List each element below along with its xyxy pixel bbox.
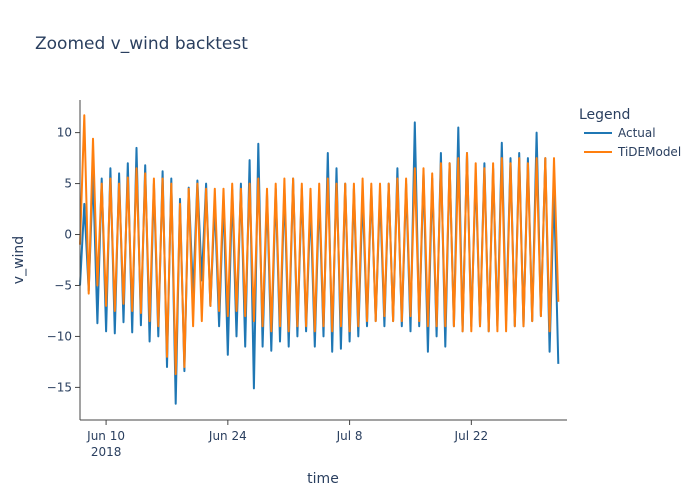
x-axis-ticks: Jun 10 2018 Jun 24 Jul 8 Jul 22 (86, 420, 488, 459)
x-tick-label: Jun 24 (208, 429, 247, 443)
x-axis-title: time (307, 471, 339, 487)
x-tick-label: Jul 8 (336, 429, 363, 443)
y-axis-ticks: 10 5 0 −5 −10 −15 (47, 126, 80, 394)
chart-title: Zoomed v_wind backtest (35, 34, 248, 54)
legend: Legend Actual TiDEModel (579, 107, 681, 159)
y-axis-title: v_wind (11, 236, 27, 284)
x-tick-label: Jun 10 (86, 429, 125, 443)
y-tick-label: −5 (54, 278, 72, 292)
legend-label-actual: Actual (618, 126, 656, 140)
x-tick-year-label: 2018 (91, 445, 122, 459)
x-tick-label: Jul 22 (454, 429, 489, 443)
series-layer (79, 114, 560, 405)
y-tick-label: 0 (64, 228, 72, 242)
y-tick-label: −15 (47, 380, 72, 394)
y-tick-label: −10 (47, 329, 72, 343)
series-line-tidemodel (79, 114, 560, 376)
legend-label-tidemodel: TiDEModel (617, 145, 681, 159)
y-tick-label: 10 (57, 126, 72, 140)
legend-title: Legend (579, 107, 630, 123)
y-tick-label: 5 (64, 177, 72, 191)
